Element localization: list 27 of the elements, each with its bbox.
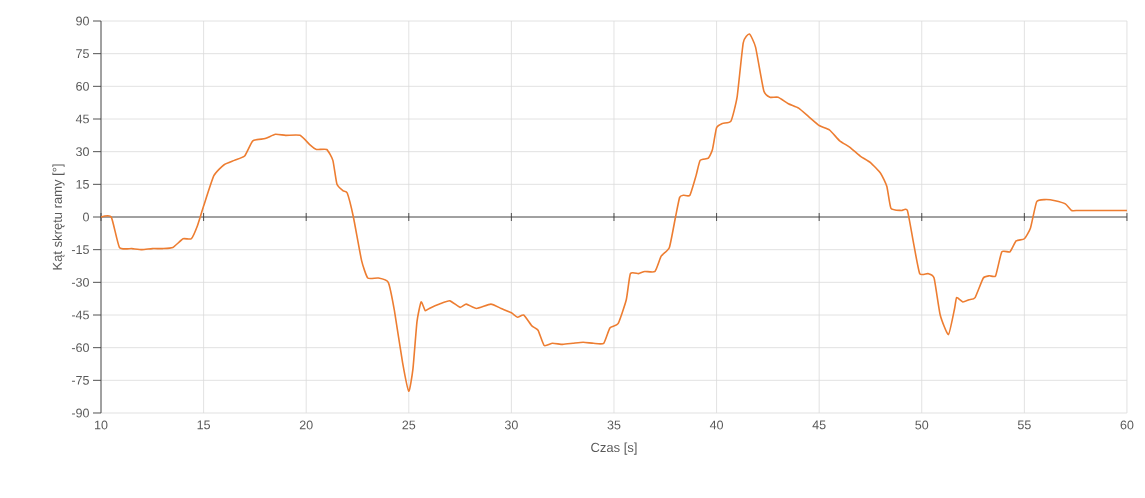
x-tick-label: 40 xyxy=(709,420,724,430)
x-axis-title: Czas [s] xyxy=(591,442,637,455)
y-tick-label: 45 xyxy=(75,114,89,124)
x-tick-label: 50 xyxy=(915,420,929,430)
y-tick-label: -60 xyxy=(71,343,89,353)
y-tick-label: 30 xyxy=(76,147,89,157)
y-tick-label: -75 xyxy=(71,375,89,385)
y-tick-label: 15 xyxy=(76,179,89,189)
y-tick-label: 75 xyxy=(76,49,89,59)
y-tick-label: -15 xyxy=(71,245,89,255)
x-tick-label: 20 xyxy=(299,420,313,430)
y-axis-title: Kąt skrętu ramy [°] xyxy=(52,164,65,270)
y-tick-label: -30 xyxy=(71,277,89,287)
line-series xyxy=(100,33,1128,393)
x-tick-label: 45 xyxy=(812,420,826,430)
x-tick-label: 30 xyxy=(504,420,518,430)
x-tick-label: 25 xyxy=(402,420,416,430)
x-tick-label: 10 xyxy=(95,420,108,430)
y-tick-label: -45 xyxy=(71,310,89,320)
x-tick-label: 35 xyxy=(607,420,621,430)
x-tick-label: 55 xyxy=(1017,420,1031,430)
x-tick-label: 60 xyxy=(1120,420,1134,430)
x-tick-label: 15 xyxy=(197,420,211,430)
y-tick-label: 90 xyxy=(76,16,89,26)
y-tick-label: 0 xyxy=(83,212,89,222)
y-tick-label: -90 xyxy=(71,408,89,418)
y-tick-label: 60 xyxy=(76,81,89,91)
